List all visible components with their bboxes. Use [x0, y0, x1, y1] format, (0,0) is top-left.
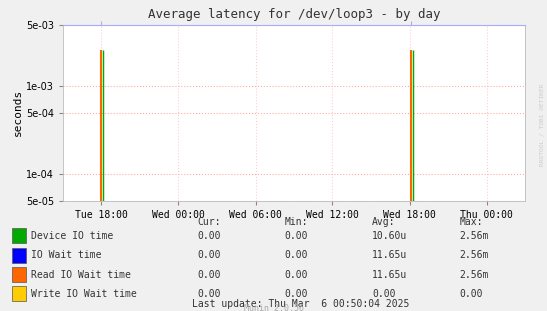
- Text: Device IO time: Device IO time: [31, 231, 113, 241]
- Y-axis label: seconds: seconds: [13, 89, 23, 136]
- Text: Max:: Max:: [459, 216, 483, 227]
- Bar: [12, 267, 26, 282]
- Text: Avg:: Avg:: [372, 216, 395, 227]
- Text: 0.00: 0.00: [284, 250, 308, 260]
- Text: 2.56m: 2.56m: [459, 250, 489, 260]
- Text: Min:: Min:: [284, 216, 308, 227]
- Text: 0.00: 0.00: [459, 289, 483, 299]
- Text: 0.00: 0.00: [197, 289, 220, 299]
- Text: 0.00: 0.00: [197, 231, 220, 241]
- Text: 0.00: 0.00: [372, 289, 395, 299]
- Text: 0.00: 0.00: [284, 231, 308, 241]
- Text: Cur:: Cur:: [197, 216, 220, 227]
- Text: 11.65u: 11.65u: [372, 250, 407, 260]
- Text: Read IO Wait time: Read IO Wait time: [31, 270, 131, 280]
- Text: Last update: Thu Mar  6 00:50:04 2025: Last update: Thu Mar 6 00:50:04 2025: [192, 299, 410, 309]
- Text: 2.56m: 2.56m: [459, 270, 489, 280]
- Text: 11.65u: 11.65u: [372, 270, 407, 280]
- Bar: [12, 286, 26, 301]
- Text: Write IO Wait time: Write IO Wait time: [31, 289, 137, 299]
- Text: RRDTOOL / TOBI OETIKER: RRDTOOL / TOBI OETIKER: [539, 83, 544, 166]
- Title: Average latency for /dev/loop3 - by day: Average latency for /dev/loop3 - by day: [148, 8, 440, 21]
- Text: 10.60u: 10.60u: [372, 231, 407, 241]
- Text: 0.00: 0.00: [197, 270, 220, 280]
- Text: 2.56m: 2.56m: [459, 231, 489, 241]
- Bar: [12, 248, 26, 263]
- Text: 0.00: 0.00: [284, 289, 308, 299]
- Bar: [12, 228, 26, 244]
- Text: IO Wait time: IO Wait time: [31, 250, 102, 260]
- Text: 0.00: 0.00: [284, 270, 308, 280]
- Text: 0.00: 0.00: [197, 250, 220, 260]
- Text: Munin 2.0.56: Munin 2.0.56: [243, 304, 304, 311]
